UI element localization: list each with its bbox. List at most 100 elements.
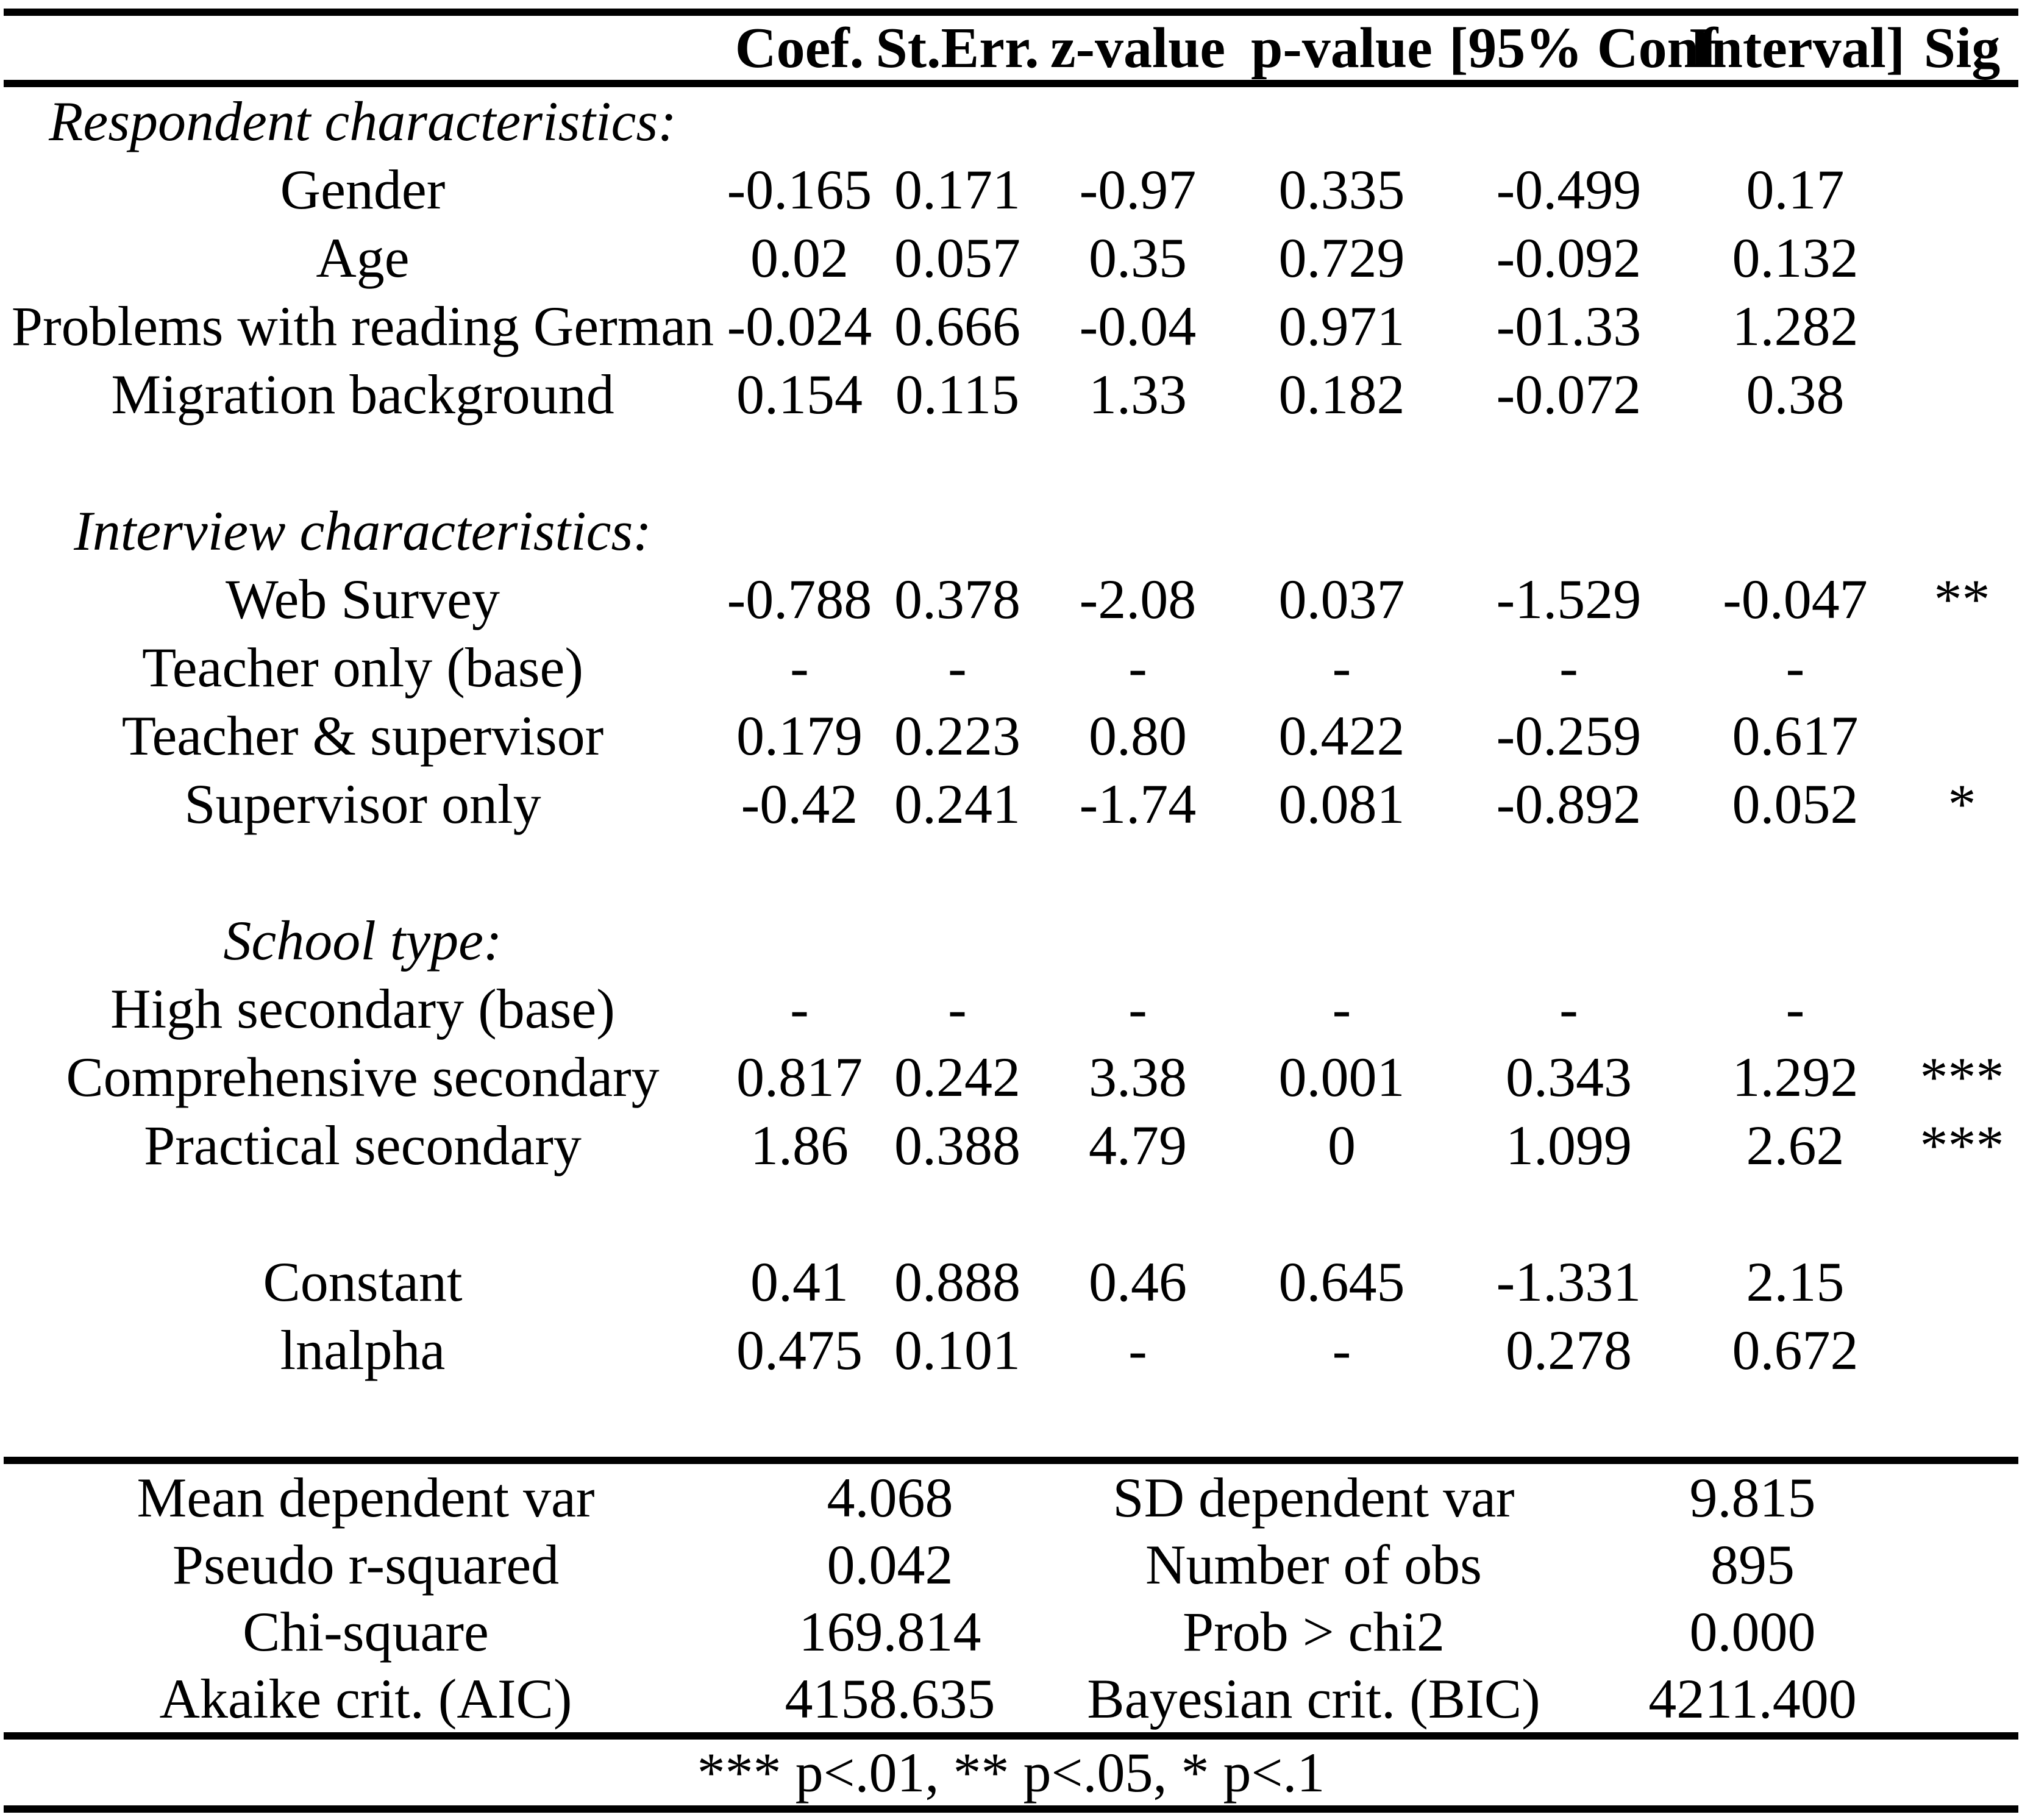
cell-sterr: - <box>948 636 967 698</box>
cell-p-value: 0 <box>1328 1114 1356 1176</box>
row-label: Constant <box>263 1251 463 1313</box>
summary-value: 0.042 <box>827 1534 953 1596</box>
summary-row: Pseudo r-squared 0.042 Number of obs 895 <box>0 1531 2022 1598</box>
cell-sig: * <box>1948 773 1976 835</box>
table-row: Problems with reading German -0.024 0.66… <box>0 292 2022 360</box>
cell-conf-low: 0.343 <box>1506 1046 1632 1108</box>
cell-z-value: -0.97 <box>1079 158 1197 221</box>
summary-label: Pseudo r-squared <box>172 1534 560 1596</box>
cell-conf-high: 1.282 <box>1732 295 1859 357</box>
cell-conf-high: 0.132 <box>1732 227 1859 289</box>
cell-sig: ** <box>1934 568 1990 630</box>
cell-conf-low: 1.099 <box>1506 1114 1632 1176</box>
row-label: Comprehensive secondary <box>66 1046 660 1108</box>
cell-coef: - <box>790 636 809 698</box>
table-row: Gender -0.165 0.171 -0.97 0.335 -0.499 0… <box>0 155 2022 224</box>
rule-below-header <box>4 80 2018 87</box>
cell-coef: 0.154 <box>736 363 863 425</box>
top-margin <box>0 0 2022 9</box>
header-coef: Coef. <box>735 16 864 80</box>
cell-conf-low: 0.278 <box>1506 1319 1632 1381</box>
summary-label: Mean dependent var <box>137 1466 595 1529</box>
cell-conf-low: -1.331 <box>1496 1251 1642 1313</box>
cell-sterr: 0.101 <box>894 1319 1020 1381</box>
cell-z-value: - <box>1128 1319 1147 1381</box>
rule-above-summary <box>4 1457 2018 1464</box>
spacer-row <box>0 1179 2022 1248</box>
row-label: Supervisor only <box>184 773 541 835</box>
section-row: Respondent characteristics: <box>0 87 2022 155</box>
cell-conf-high: 0.617 <box>1732 705 1859 767</box>
header-sterr: St.Err. <box>875 16 1039 80</box>
cell-sterr: 0.115 <box>895 363 1020 425</box>
cell-z-value: 4.79 <box>1089 1114 1187 1176</box>
spacer-row <box>0 428 2022 497</box>
cell-z-value: - <box>1128 636 1147 698</box>
summary-label: SD dependent var <box>1112 1466 1515 1529</box>
summary-value: 0.000 <box>1689 1601 1816 1663</box>
summary-label: Chi-square <box>243 1601 489 1663</box>
cell-conf-low: -0.499 <box>1496 158 1642 221</box>
rule-above-footnote <box>4 1732 2018 1740</box>
summary-label: Prob > chi2 <box>1182 1601 1445 1663</box>
cell-z-value: 3.38 <box>1089 1046 1187 1108</box>
cell-conf-high: 0.17 <box>1746 158 1845 221</box>
summary-value: 895 <box>1711 1534 1795 1596</box>
cell-conf-low: -01.33 <box>1496 295 1642 357</box>
summary-row: Mean dependent var 4.068 SD dependent va… <box>0 1464 2022 1531</box>
table-row: Migration background 0.154 0.115 1.33 0.… <box>0 360 2022 428</box>
cell-sterr: - <box>948 978 967 1040</box>
row-label: Problems with reading German <box>11 295 714 357</box>
cell-sterr: 0.888 <box>894 1251 1020 1313</box>
summary-value: 9.815 <box>1689 1466 1816 1529</box>
summary-row: Akaike crit. (AIC) 4158.635 Bayesian cri… <box>0 1665 2022 1732</box>
cell-p-value: - <box>1332 636 1351 698</box>
cell-coef: 0.41 <box>750 1251 849 1313</box>
cell-conf-high: 1.292 <box>1732 1046 1859 1108</box>
cell-coef: -0.024 <box>727 295 872 357</box>
cell-conf-low: -0.072 <box>1496 363 1642 425</box>
header-p-value: p-value <box>1251 16 1433 80</box>
header-conf-high: Interval] <box>1689 16 1906 80</box>
cell-z-value: 0.35 <box>1089 227 1187 289</box>
cell-conf-high: -0.047 <box>1723 568 1868 630</box>
cell-z-value: 0.46 <box>1089 1251 1187 1313</box>
row-label: Teacher & supervisor <box>121 705 604 767</box>
section-label: School type: <box>223 909 502 972</box>
row-label: Practical secondary <box>144 1114 582 1176</box>
cell-p-value: 0.729 <box>1278 227 1405 289</box>
header-row: Coef. St.Err. z-value p-value [95% Conf … <box>0 16 2022 80</box>
cell-coef: 0.02 <box>750 227 849 289</box>
section-row: School type: <box>0 906 2022 975</box>
cell-conf-low: -1.529 <box>1496 568 1642 630</box>
section-label: Interview characteristics: <box>74 500 652 562</box>
row-label: lnalpha <box>280 1319 446 1381</box>
cell-coef: 0.475 <box>736 1319 863 1381</box>
cell-sterr: 0.378 <box>894 568 1020 630</box>
cell-conf-high: 0.052 <box>1732 773 1859 835</box>
row-label: Age <box>316 227 410 289</box>
table-row: Comprehensive secondary 0.817 0.242 3.38… <box>0 1043 2022 1111</box>
header-conf-low: [95% Conf <box>1449 16 1718 80</box>
cell-conf-high: - <box>1785 978 1805 1040</box>
table-row: lnalpha 0.475 0.101 - - 0.278 0.672 <box>0 1316 2022 1384</box>
table-row: Web Survey -0.788 0.378 -2.08 0.037 -1.5… <box>0 565 2022 633</box>
cell-p-value: 0.081 <box>1278 773 1405 835</box>
cell-z-value: - <box>1128 978 1147 1040</box>
table-row: High secondary (base) - - - - - - <box>0 975 2022 1043</box>
cell-coef: -0.42 <box>741 773 858 835</box>
section-row: Interview characteristics: <box>0 497 2022 565</box>
cell-coef: 0.817 <box>736 1046 863 1108</box>
table-row: Age 0.02 0.057 0.35 0.729 -0.092 0.132 <box>0 224 2022 292</box>
cell-p-value: 0.037 <box>1278 568 1405 630</box>
table-row: Supervisor only -0.42 0.241 -1.74 0.081 … <box>0 770 2022 838</box>
cell-sterr: 0.388 <box>894 1114 1020 1176</box>
summary-value: 4158.635 <box>785 1668 995 1730</box>
cell-p-value: 0.001 <box>1278 1046 1405 1108</box>
row-label: Teacher only (base) <box>141 636 584 698</box>
cell-sig: *** <box>1920 1046 2004 1108</box>
cell-z-value: -2.08 <box>1079 568 1197 630</box>
section-label: Respondent characteristics: <box>49 90 677 152</box>
spacer-row <box>0 838 2022 906</box>
summary-value: 4211.400 <box>1648 1668 1857 1730</box>
